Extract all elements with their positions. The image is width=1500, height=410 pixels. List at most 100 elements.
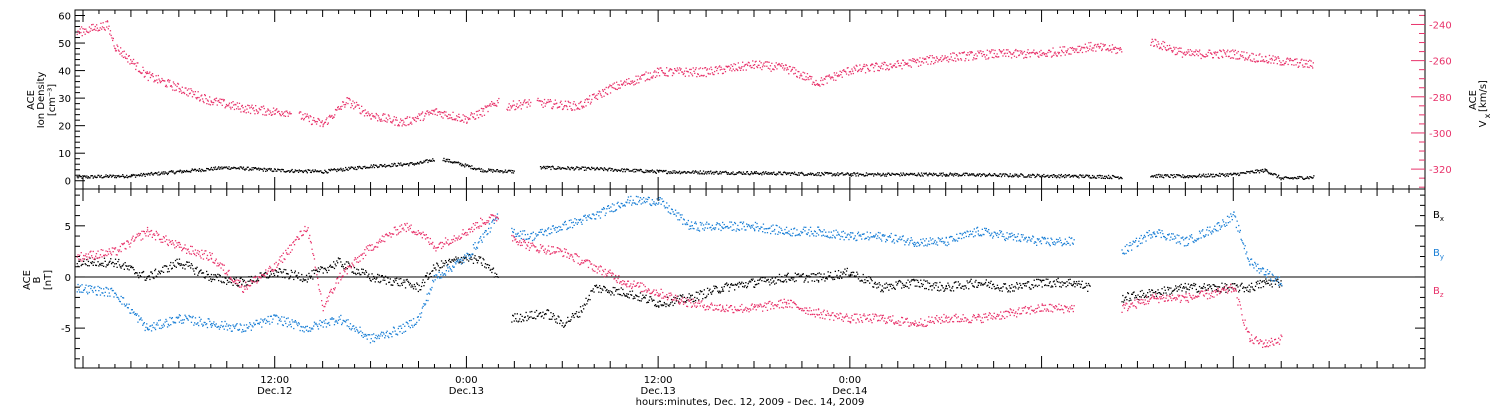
data-point [462,114,464,116]
data-point [154,172,156,174]
data-point [754,286,756,288]
data-point [266,170,268,172]
data-point [646,78,649,80]
data-point [1091,177,1093,179]
data-point [332,117,334,119]
data-point [809,173,811,176]
data-point [877,173,880,175]
data-point [206,103,208,105]
data-point [202,169,204,171]
data-point [809,276,812,278]
data-point [1190,175,1193,178]
data-point [1234,49,1236,51]
data-point [556,107,559,109]
data-point [702,173,704,175]
data-point [206,323,208,325]
data-point [1022,174,1024,177]
data-point [1003,283,1005,285]
data-point [845,173,848,175]
data-point [563,106,565,108]
data-point [632,81,634,83]
data-point [343,170,345,172]
data-point [414,285,416,288]
data-point [674,172,677,174]
data-point [743,286,745,288]
data-point [727,65,729,67]
data-point [430,112,432,114]
data-point [585,169,587,171]
data-point [847,67,849,69]
data-point [162,171,165,173]
data-point [468,117,470,120]
data-point [817,83,820,86]
data-point [905,282,908,284]
data-point [309,171,312,173]
data-point [160,270,162,272]
data-point [127,265,129,267]
data-point [263,273,265,275]
data-point [377,273,379,276]
data-point [661,69,663,72]
density-tick-label: 10 [58,149,71,160]
data-point [551,318,553,320]
data-point [782,65,785,67]
data-point [1015,287,1017,289]
data-point [656,67,659,69]
data-point [249,168,251,170]
data-point [219,275,221,277]
data-point [237,106,239,108]
data-point [123,50,125,52]
data-point [134,313,137,315]
data-point [125,176,127,178]
data-point [171,86,173,88]
data-point [208,103,210,105]
data-point [418,113,420,115]
data-point [1291,64,1293,66]
data-point [221,166,223,168]
data-point [450,161,452,164]
data-point [157,174,159,176]
data-point [1034,53,1036,55]
data-point [1023,50,1026,53]
data-point [76,291,78,293]
data-point [146,323,148,325]
data-point [396,165,399,167]
data-point [1158,47,1161,50]
data-point [183,319,185,321]
data-point [492,267,495,269]
data-point [88,26,91,28]
data-point [759,67,761,69]
data-point [576,315,578,317]
data-point [466,121,468,123]
data-point [470,256,472,258]
data-point [674,297,677,299]
data-point [588,167,590,169]
data-point [658,306,660,308]
data-point [170,324,172,326]
data-point [1271,286,1273,288]
data-point [635,75,637,77]
data-point [228,102,231,104]
data-point [325,170,327,173]
data-point [344,169,346,172]
data-point [509,170,511,172]
data-point [875,283,877,285]
data-point [212,323,214,325]
data-point [1231,283,1233,285]
data-point [422,162,424,164]
data-point [1239,172,1241,174]
data-point [582,305,584,307]
data-point [744,64,746,66]
data-point [243,324,245,326]
data-point [1247,171,1249,173]
data-point [242,280,245,283]
data-point [1161,48,1163,51]
data-point [874,281,876,284]
data-point [772,281,774,283]
data-point [540,316,542,318]
data-point [304,279,306,281]
data-point [684,301,686,303]
data-point [1209,175,1211,177]
data-point [177,83,180,85]
data-point [1116,47,1118,49]
